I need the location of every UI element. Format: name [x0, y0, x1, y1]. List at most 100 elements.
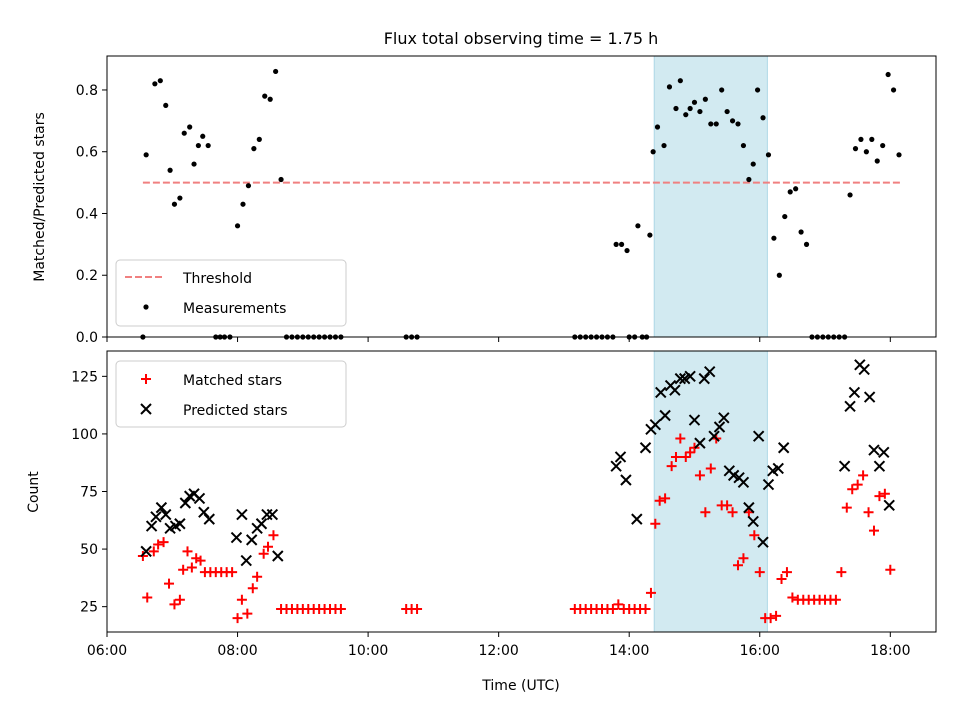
matched-star-point: [771, 610, 782, 621]
matched-star-point: [666, 461, 677, 472]
matched-star-point: [732, 560, 743, 571]
measurement-point: [750, 161, 756, 167]
predicted-star-point: [762, 478, 775, 491]
predicted-star-point: [140, 545, 152, 558]
measurement-point: [191, 161, 197, 167]
measurement-point: [880, 142, 886, 149]
matched-star-point: [645, 587, 656, 598]
matched-star-point: [153, 539, 164, 550]
measurement-point: [654, 124, 661, 130]
bottom-ytick-label: 50: [80, 542, 98, 558]
matched-star-point: [236, 594, 247, 605]
measurement-point: [673, 105, 679, 112]
predicted-star-point: [772, 462, 784, 475]
predicted-star-point: [718, 412, 730, 424]
predicted-star-point: [848, 386, 861, 399]
bottom-frame: [106, 350, 937, 633]
predicted-star-point: [698, 372, 710, 385]
predicted-star-point: [631, 513, 643, 525]
bottom-observing-window: [653, 350, 768, 633]
measurement-point: [234, 223, 241, 229]
matched-star-point: [412, 603, 423, 614]
measurement-point: [735, 121, 741, 127]
predicted-star-point: [230, 531, 243, 544]
predicted-star-point: [620, 474, 632, 486]
xtick-label: 16:00: [740, 643, 780, 659]
predicted-star-point: [757, 536, 769, 548]
predicted-star-point: [255, 518, 268, 530]
measurement-point: [708, 121, 714, 127]
predicted-star-point: [174, 518, 186, 530]
measurement-point: [200, 133, 206, 139]
measurement-point: [885, 71, 891, 78]
xtick-label: 18:00: [870, 643, 910, 659]
measurement-point: [195, 142, 201, 149]
predicted-star-point: [266, 508, 279, 521]
measurement-point: [691, 99, 698, 105]
matched-star-point: [722, 500, 733, 511]
matched-star-point: [335, 603, 346, 614]
matched-star-point: [263, 541, 274, 552]
measurement-point: [793, 186, 799, 192]
measurement-point: [858, 136, 864, 142]
matched-star-point: [830, 594, 841, 605]
matched-star-point: [640, 603, 651, 614]
bottom-ytick-label: 125: [71, 369, 98, 385]
measurement-point: [890, 87, 897, 93]
top-frame: [106, 55, 937, 338]
predicted-star-point: [674, 372, 687, 385]
matched-star-point: [680, 451, 691, 462]
predicted-star-point: [155, 501, 168, 514]
matched-star-point: [654, 495, 665, 506]
legend-threshold-label: Threshold: [182, 271, 252, 287]
matched-star-point: [754, 567, 765, 578]
matched-star-point: [148, 546, 159, 557]
measurement-point: [171, 201, 178, 207]
xtick-label: 14:00: [609, 643, 649, 659]
top-ytick-label: 0.4: [76, 206, 98, 222]
measurement-point: [729, 118, 736, 124]
matched-star-point: [650, 518, 661, 529]
measurement-point: [798, 229, 804, 235]
predicted-star-point: [614, 451, 627, 463]
matched-star-point: [178, 564, 189, 575]
predicted-star-point: [873, 460, 886, 472]
predicted-star-point: [713, 421, 726, 433]
measurement-point: [618, 241, 625, 247]
measurement-point: [803, 241, 810, 247]
matched-star-point: [705, 463, 716, 474]
bottom-ytick-label: 100: [71, 427, 98, 443]
measurement-point: [683, 112, 689, 118]
predicted-star-point: [708, 430, 720, 442]
measurement-point: [724, 108, 730, 115]
matched-star-point: [613, 599, 624, 610]
measurement-point: [765, 152, 772, 158]
predicted-star-point: [203, 513, 215, 525]
measurement-point: [697, 108, 703, 115]
matched-star-point: [232, 613, 243, 624]
measurement-point: [771, 235, 777, 241]
predicted-star-point: [145, 520, 158, 532]
predicted-star-point: [236, 508, 248, 521]
measurement-point: [251, 146, 257, 152]
measurement-point: [874, 158, 880, 164]
top-ylabel: Matched/Predicted stars: [32, 112, 48, 282]
measurement-point: [278, 176, 284, 183]
top-ytick-label: 0.2: [76, 268, 98, 284]
predicted-star-point: [272, 550, 284, 562]
measurement-point: [187, 124, 193, 130]
matched-star-point: [776, 574, 787, 585]
measurement-point: [647, 232, 653, 238]
matched-star-point: [858, 470, 869, 481]
x-axis-label: Time (UTC): [481, 678, 559, 694]
predicted-star-point: [704, 366, 716, 378]
predicted-star-point: [878, 446, 890, 459]
measurement-point: [267, 96, 273, 102]
matched-star-point: [885, 564, 896, 575]
predicted-star-point: [752, 430, 765, 442]
measurement-point: [177, 195, 183, 201]
bottom-ytick-label: 25: [80, 600, 98, 616]
measurement-point: [143, 152, 149, 158]
measurement-point: [256, 136, 262, 142]
